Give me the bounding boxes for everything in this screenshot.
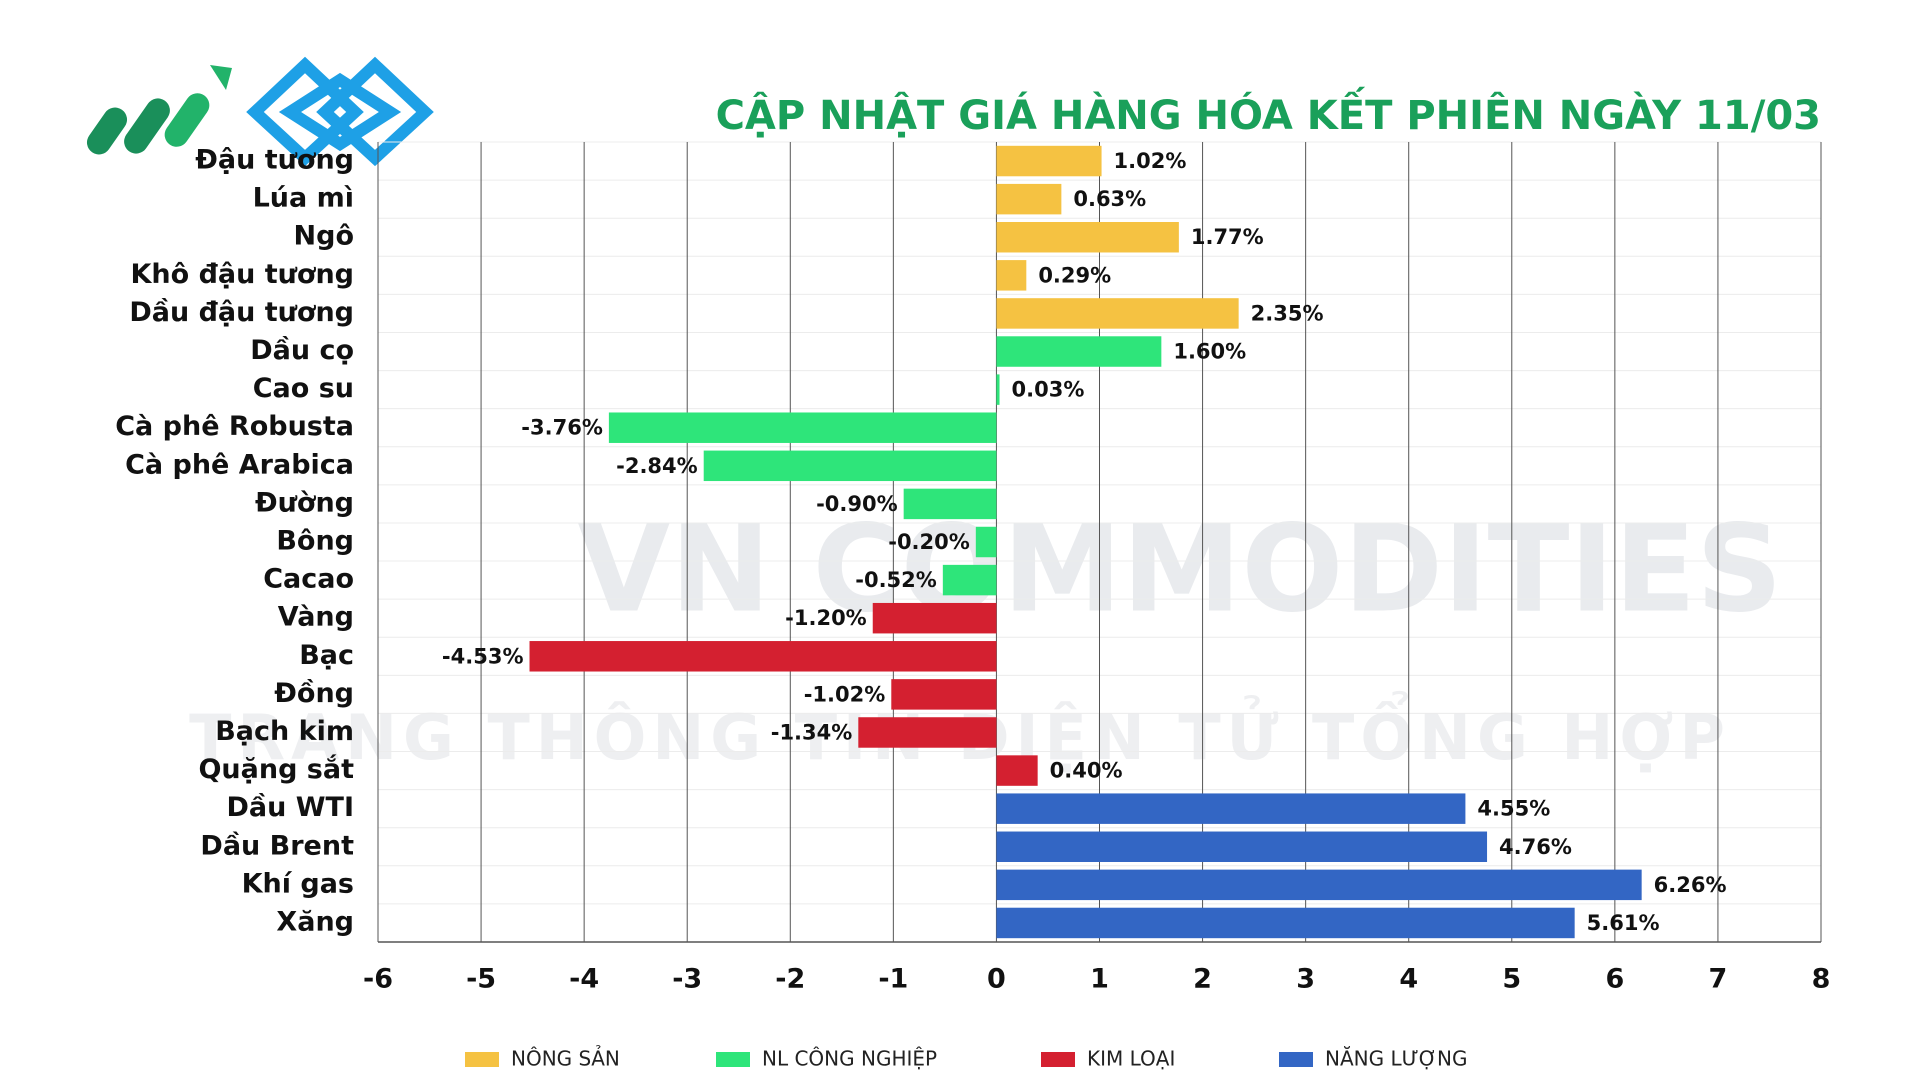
x-tick-label: -2 xyxy=(775,964,805,995)
bar xyxy=(703,450,997,482)
data-label: 4.55% xyxy=(1477,797,1550,821)
bar xyxy=(996,183,1062,215)
data-label: 0.03% xyxy=(1012,378,1085,402)
x-tick-label: -5 xyxy=(466,964,496,995)
legend-swatch xyxy=(1041,1052,1075,1067)
x-tick-label: -6 xyxy=(363,964,393,995)
bar xyxy=(996,222,1179,253)
bar xyxy=(996,793,1466,824)
y-tick-label: Vàng xyxy=(278,602,354,633)
bar xyxy=(858,717,997,748)
y-tick-label: Cao su xyxy=(253,373,354,404)
legend-label: NL CÔNG NGHIỆP xyxy=(762,1047,937,1071)
bar xyxy=(608,412,997,443)
legend-label: NĂNG LƯỢNG xyxy=(1325,1047,1467,1071)
bar xyxy=(996,374,1000,405)
x-tick-label: 6 xyxy=(1605,964,1624,995)
legend-label: KIM LOẠI xyxy=(1087,1047,1175,1071)
data-label: -0.90% xyxy=(816,492,898,516)
legend-swatch xyxy=(1279,1052,1313,1067)
y-tick-label: Khô đậu tương xyxy=(131,259,355,290)
data-label: -4.53% xyxy=(442,644,524,668)
y-tick-label: Dầu đậu tương xyxy=(129,297,354,328)
bar xyxy=(942,564,997,596)
data-label: 1.02% xyxy=(1114,149,1187,173)
bar xyxy=(872,602,997,634)
data-label: -1.02% xyxy=(804,682,886,706)
bar xyxy=(903,488,997,520)
x-tick-label: 8 xyxy=(1812,964,1831,995)
legend-swatch xyxy=(465,1052,499,1067)
y-tick-label: Khí gas xyxy=(242,868,354,899)
data-label: 2.35% xyxy=(1251,301,1324,325)
data-label: 0.29% xyxy=(1038,263,1111,287)
y-tick-label: Cà phê Arabica xyxy=(125,449,354,480)
x-tick-label: 2 xyxy=(1193,964,1212,995)
data-label: -3.76% xyxy=(521,416,603,440)
bar xyxy=(996,145,1102,177)
y-tick-label: Ngô xyxy=(294,221,354,252)
y-tick-label: Dầu cọ xyxy=(250,335,354,366)
y-tick-label: Cà phê Robusta xyxy=(115,411,354,442)
bar xyxy=(975,526,997,558)
data-label: -1.34% xyxy=(771,720,853,744)
bar xyxy=(996,907,1575,939)
data-label: -0.52% xyxy=(855,568,937,592)
y-tick-label: Dầu WTI xyxy=(227,792,355,823)
bar xyxy=(996,336,1162,367)
x-tick-label: 4 xyxy=(1399,964,1418,995)
x-tick-label: 0 xyxy=(987,964,1006,995)
data-label: 0.40% xyxy=(1050,759,1123,783)
x-tick-label: -3 xyxy=(672,964,702,995)
data-label: -2.84% xyxy=(616,454,698,478)
x-tick-label: 3 xyxy=(1296,964,1315,995)
x-tick-label: 7 xyxy=(1709,964,1728,995)
bar xyxy=(996,260,1027,291)
legend-swatch xyxy=(716,1052,750,1067)
data-label: -0.20% xyxy=(888,530,970,554)
data-label: -1.20% xyxy=(785,606,867,630)
data-label: 1.60% xyxy=(1173,340,1246,364)
y-tick-label: Cacao xyxy=(263,564,354,595)
y-tick-label: Quặng sắt xyxy=(198,754,354,785)
logo xyxy=(86,56,434,167)
y-tick-label: Đậu tương xyxy=(195,145,354,176)
x-tick-label: -1 xyxy=(878,964,908,995)
y-tick-label: Bông xyxy=(276,526,354,557)
bar xyxy=(891,679,997,710)
bar xyxy=(996,831,1488,862)
x-tick-label: 1 xyxy=(1090,964,1109,995)
bar xyxy=(996,755,1038,786)
chart-title: CẬP NHẬT GIÁ HÀNG HÓA KẾT PHIÊN NGÀY 11/… xyxy=(716,85,1821,139)
bar xyxy=(996,298,1239,329)
y-tick-label: Đường xyxy=(255,487,354,518)
y-tick-label: Lúa mì xyxy=(253,183,354,214)
watermark: VN COMMODITIES xyxy=(577,501,1782,640)
y-tick-label: Bạc xyxy=(299,640,354,671)
y-tick-label: Xăng xyxy=(276,906,354,937)
y-tick-label: Dầu Brent xyxy=(200,830,354,861)
data-label: 6.26% xyxy=(1654,873,1727,897)
bar xyxy=(529,641,997,672)
bar xyxy=(996,869,1642,901)
y-tick-label: Đồng xyxy=(274,678,354,709)
x-tick-label: -4 xyxy=(569,964,599,995)
data-label: 1.77% xyxy=(1191,225,1264,249)
data-label: 5.61% xyxy=(1587,911,1660,935)
x-tick-label: 5 xyxy=(1502,964,1521,995)
data-label: 4.76% xyxy=(1499,835,1572,859)
data-label: 0.63% xyxy=(1073,187,1146,211)
legend-label: NÔNG SẢN xyxy=(511,1046,620,1071)
y-tick-label: Bạch kim xyxy=(215,716,354,747)
